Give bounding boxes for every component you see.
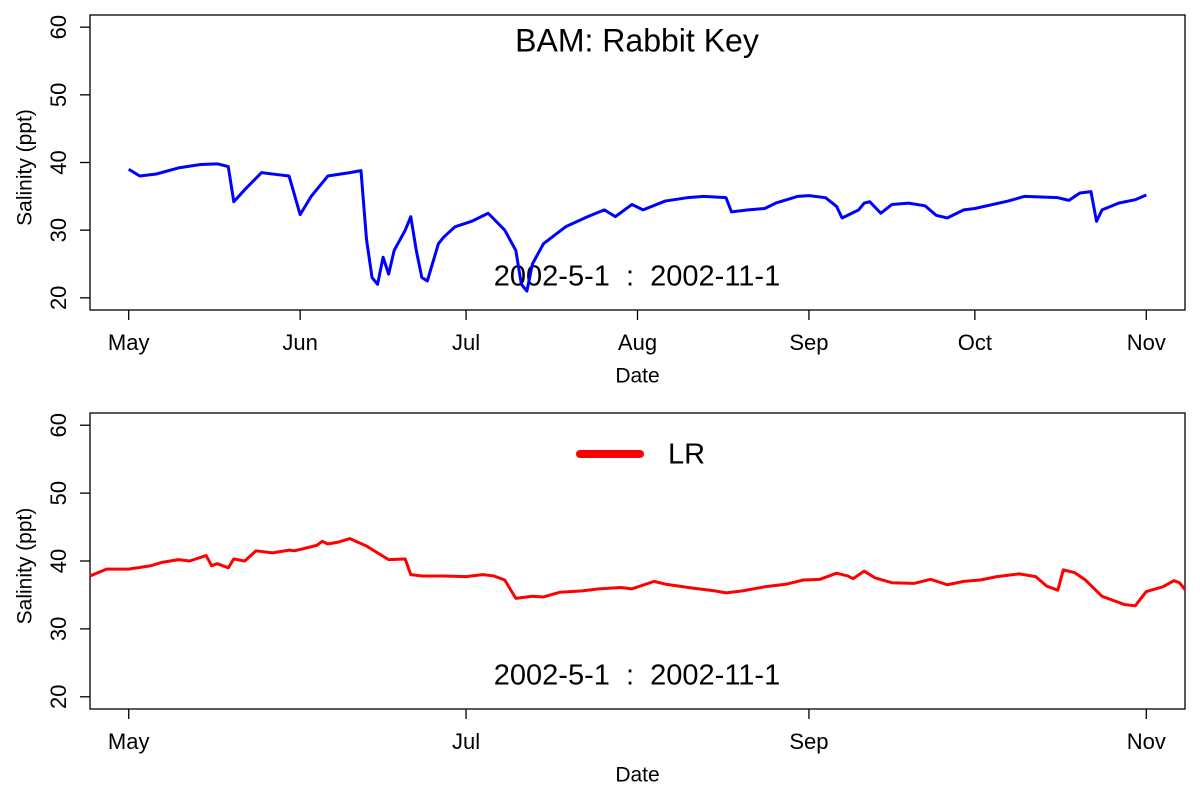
- y-tick-label: 50: [46, 481, 71, 505]
- x-axis-label: Date: [615, 764, 659, 787]
- y-tick-label: 30: [46, 617, 71, 641]
- x-tick-label: Sep: [789, 330, 828, 355]
- x-tick-label: Nov: [1127, 729, 1166, 754]
- x-tick-label: Sep: [789, 729, 828, 754]
- x-tick-label: Jul: [452, 729, 480, 754]
- data-line: [127, 162, 1147, 293]
- y-tick-label: 20: [46, 286, 71, 310]
- x-tick-label: May: [108, 330, 150, 355]
- x-tick-label: Oct: [958, 330, 992, 355]
- x-tick-label: Jul: [452, 330, 480, 355]
- data-line: [89, 537, 1187, 608]
- x-axis-label: Date: [615, 365, 659, 388]
- y-tick-label: 40: [46, 150, 71, 174]
- y-axis-label: Salinity (ppt): [14, 109, 37, 226]
- x-tick-label: Nov: [1127, 330, 1166, 355]
- y-tick-label: 40: [46, 549, 71, 573]
- x-tick-label: Jun: [282, 330, 317, 355]
- legend-label: LR: [668, 439, 705, 471]
- x-tick-label: Aug: [618, 330, 657, 355]
- y-tick-label: 50: [46, 83, 71, 107]
- y-tick-label: 60: [46, 413, 71, 437]
- y-tick-label: 20: [46, 685, 71, 709]
- y-axis-label: Salinity (ppt): [14, 508, 37, 625]
- date-range: 2002-5-1 : 2002-11-1: [494, 660, 780, 692]
- x-tick-label: May: [108, 729, 150, 754]
- date-range: 2002-5-1 : 2002-11-1: [494, 261, 780, 293]
- chart-title: BAM: Rabbit Key: [515, 22, 759, 58]
- y-tick-label: 60: [46, 15, 71, 39]
- y-tick-label: 30: [46, 218, 71, 242]
